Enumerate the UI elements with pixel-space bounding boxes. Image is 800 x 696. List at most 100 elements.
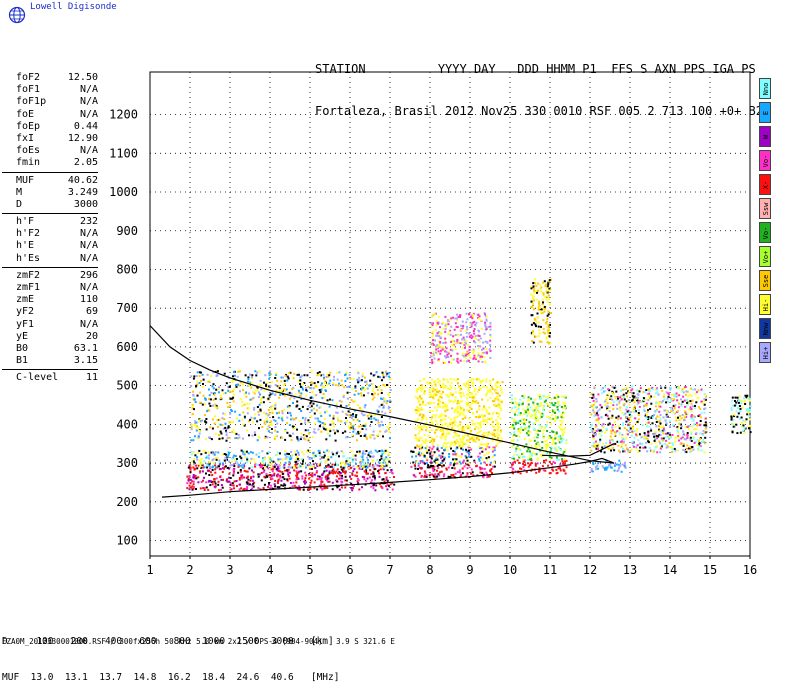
echo-point: [286, 452, 289, 455]
echo-point: [361, 465, 364, 468]
echo-point: [438, 454, 441, 457]
echo-point: [485, 318, 488, 321]
echo-point: [264, 466, 267, 469]
echo-point: [316, 385, 318, 388]
param-name: fmin: [16, 157, 41, 169]
echo-point: [479, 443, 482, 446]
echo-point: [432, 468, 435, 471]
echo-point: [441, 465, 444, 468]
echo-point: [257, 413, 260, 416]
legend-label: Vo+: [762, 250, 770, 264]
echo-point: [279, 391, 282, 394]
echo-point: [470, 430, 473, 432]
echo-point: [239, 455, 242, 458]
echo-point: [608, 439, 611, 442]
echo-point: [208, 454, 210, 457]
echo-point: [257, 435, 260, 438]
echo-point: [340, 462, 343, 465]
echo-point: [462, 437, 465, 440]
echo-point: [453, 411, 456, 414]
echo-point: [234, 410, 237, 413]
echo-point: [232, 390, 234, 393]
echo-point: [305, 450, 308, 453]
echo-point: [438, 390, 441, 393]
echo-point: [448, 455, 451, 458]
echo-point: [352, 425, 355, 428]
echo-point: [194, 474, 197, 477]
echo-point: [297, 463, 300, 466]
param-value: 40.62: [67, 174, 98, 186]
echo-point: [668, 442, 671, 444]
echo-point: [475, 433, 478, 436]
echo-point: [386, 400, 389, 403]
echo-point: [557, 439, 560, 441]
echo-point: [480, 348, 483, 351]
echo-point: [547, 313, 550, 316]
echo-point: [323, 483, 326, 486]
echo-point: [521, 421, 524, 424]
echo-point: [487, 456, 490, 459]
echo-point: [192, 466, 195, 469]
echo-point: [361, 372, 364, 375]
echo-point: [564, 472, 567, 475]
echo-point: [513, 418, 516, 421]
echo-point: [611, 427, 614, 430]
echo-point: [307, 438, 310, 441]
echo-point: [518, 428, 521, 431]
echo-point: [311, 472, 314, 475]
echo-point: [318, 450, 321, 453]
echo-point: [310, 415, 313, 418]
echo-point: [541, 465, 544, 468]
echo-point: [259, 409, 262, 412]
echo-point: [360, 466, 363, 469]
echo-point: [463, 465, 466, 468]
echo-point: [346, 419, 349, 422]
echo-point: [703, 408, 706, 411]
echo-point: [381, 463, 384, 466]
echo-point: [550, 417, 553, 420]
echo-point: [357, 404, 359, 407]
echo-point: [426, 451, 429, 454]
echo-point: [696, 444, 699, 447]
echo-point: [604, 468, 607, 471]
echo-point: [247, 478, 250, 481]
echo-point: [653, 395, 656, 398]
echo-point: [383, 457, 386, 460]
param-row: zmE 110: [2, 294, 98, 306]
echo-point: [693, 441, 696, 444]
echo-point: [646, 450, 649, 453]
echo-point: [656, 408, 658, 411]
echo-point: [423, 378, 426, 381]
echo-point: [465, 450, 468, 453]
echo-point: [365, 470, 368, 473]
echo-point: [298, 408, 301, 410]
echo-point: [534, 335, 537, 338]
echo-point: [457, 334, 460, 337]
echo-point: [217, 489, 220, 492]
echo-point: [221, 486, 224, 489]
echo-point: [335, 411, 338, 414]
echo-point: [544, 285, 547, 288]
echo-point: [645, 422, 648, 425]
echo-point: [292, 432, 295, 435]
echo-point: [491, 388, 494, 390]
echo-point: [489, 390, 492, 393]
echo-point: [274, 429, 277, 432]
echo-point: [248, 420, 251, 423]
echo-point: [523, 455, 526, 458]
echo-point: [604, 390, 607, 392]
echo-point: [264, 435, 267, 438]
echo-point: [541, 426, 544, 429]
echo-point: [486, 459, 489, 462]
echo-point: [484, 407, 487, 410]
echo-point: [488, 348, 491, 351]
echo-point: [515, 446, 518, 449]
echo-point: [361, 375, 364, 378]
echo-point: [442, 464, 445, 467]
echo-point: [655, 387, 658, 390]
echo-point: [490, 423, 493, 426]
echo-point: [325, 383, 328, 386]
echo-point: [452, 344, 455, 347]
echo-point: [462, 392, 465, 395]
echo-point: [250, 381, 253, 384]
